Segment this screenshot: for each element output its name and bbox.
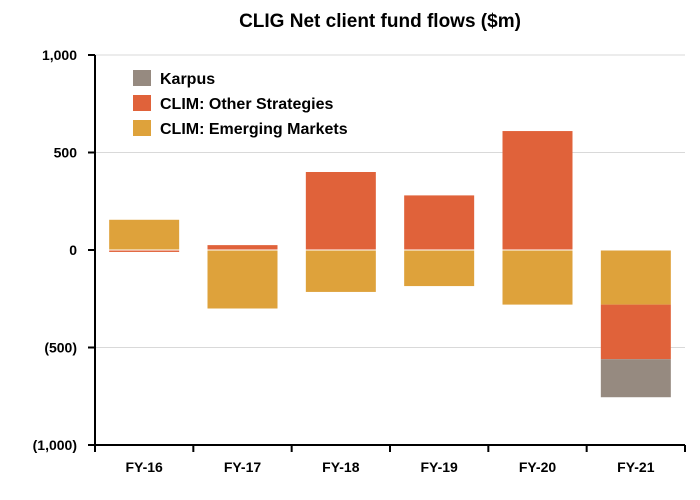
bar-segment [207, 250, 278, 309]
legend-swatch [133, 70, 151, 86]
y-tick-label: (500) [44, 340, 77, 356]
bar-segment [600, 250, 671, 305]
legend-swatch [133, 95, 151, 111]
bar-segment [207, 245, 278, 250]
x-tick-label: FY-17 [224, 459, 262, 475]
legend-label: CLIM: Emerging Markets [160, 121, 348, 138]
bar-segment [502, 131, 573, 250]
bar-segment [404, 195, 475, 250]
x-tick-label: FY-21 [617, 459, 655, 475]
x-tick-label: FY-20 [519, 459, 557, 475]
y-tick-label: 500 [54, 145, 78, 161]
legend-swatch [133, 120, 151, 136]
bar-segment [502, 250, 573, 305]
x-tick-label: FY-19 [420, 459, 458, 475]
bar-segment [109, 250, 180, 252]
bar-segment [305, 172, 376, 250]
y-tick-label: (1,000) [33, 437, 77, 453]
y-tick-label: 1,000 [42, 47, 77, 63]
x-tick-label: FY-16 [125, 459, 163, 475]
y-tick-label: 0 [69, 242, 77, 258]
bar-segment [404, 250, 475, 287]
x-tick-label: FY-18 [322, 459, 360, 475]
bar-segment [305, 250, 376, 292]
legend-label: CLIM: Other Strategies [160, 96, 333, 113]
chart-title: CLIG Net client fund flows ($m) [239, 11, 521, 32]
bars [95, 131, 685, 398]
axes: 1,000 500 0 (500) (1,000) FY-16 FY-17 FY-18 FY-1… [33, 47, 686, 475]
legend: Karpus CLIM: Other Strategies CLIM: Emergi… [133, 70, 348, 138]
legend-label: Karpus [160, 71, 215, 88]
bar-segment [600, 359, 671, 398]
bar-segment [109, 219, 180, 250]
bar-segment [600, 304, 671, 360]
